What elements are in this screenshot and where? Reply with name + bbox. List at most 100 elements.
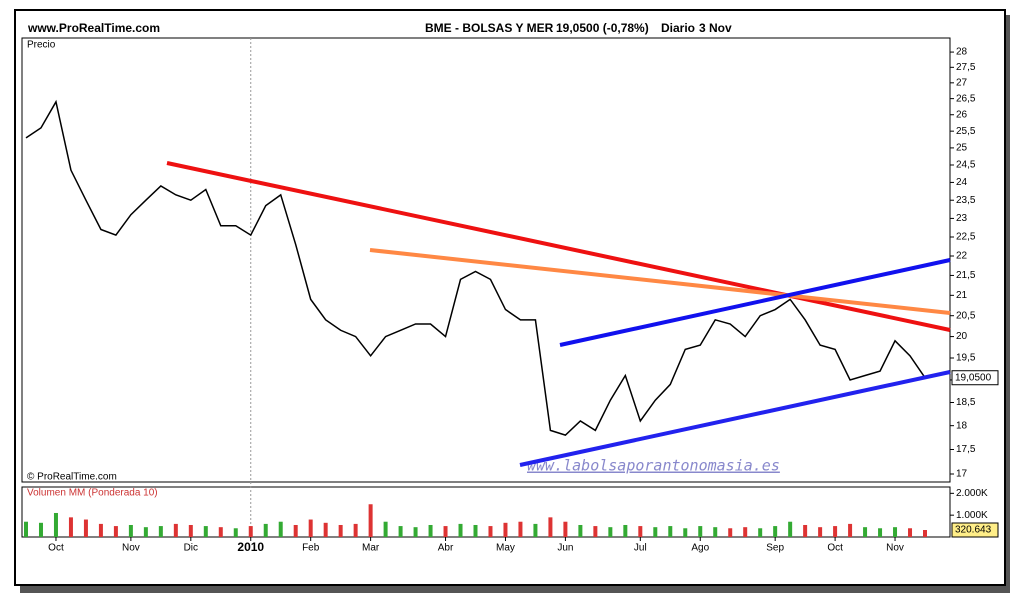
volume-bar bbox=[458, 523, 463, 537]
date: 3 Nov bbox=[699, 21, 732, 35]
volume-bar bbox=[833, 526, 838, 537]
y-tick-label: 24 bbox=[956, 177, 968, 188]
y-tick-label: 18,5 bbox=[956, 397, 976, 408]
volume-bar bbox=[653, 527, 658, 537]
volume-bar bbox=[893, 527, 898, 537]
volume-bar bbox=[713, 527, 718, 537]
volume-bar bbox=[233, 528, 238, 537]
last-price-box bbox=[951, 370, 999, 386]
volume-bar bbox=[188, 524, 193, 537]
volume-bar bbox=[608, 527, 613, 537]
volume-bar bbox=[203, 526, 208, 537]
last-volume-box bbox=[951, 522, 999, 538]
volume-bar bbox=[413, 527, 418, 537]
volume-bar bbox=[368, 504, 373, 537]
volume-bar bbox=[218, 527, 223, 537]
volume-bar bbox=[263, 523, 268, 537]
volume-bar bbox=[24, 521, 28, 537]
y-tick-label: 26 bbox=[956, 109, 968, 120]
volume-bar bbox=[308, 519, 313, 537]
y-tick-label: 28 bbox=[956, 47, 968, 58]
last-price-label: 19,0500 bbox=[955, 372, 992, 383]
watermark: www.labolsaporantonomasia.es bbox=[527, 457, 780, 475]
y-tick-label: 17,5 bbox=[956, 444, 976, 455]
volume-bar bbox=[68, 517, 73, 537]
y-tick-label: 17 bbox=[956, 469, 968, 480]
x-tick-label: Feb bbox=[302, 543, 320, 554]
volume-bar bbox=[803, 524, 808, 537]
x-tick-label: Mar bbox=[362, 543, 380, 554]
volume-bar bbox=[548, 517, 553, 537]
volume-bar bbox=[533, 523, 538, 537]
y-tick-label: 25 bbox=[956, 143, 968, 154]
y-tick-label: 21 bbox=[956, 290, 968, 301]
volume-bar bbox=[323, 522, 328, 537]
x-tick-label: 2010 bbox=[237, 540, 264, 554]
y-tick-label: 18 bbox=[956, 420, 968, 431]
volume-bar bbox=[863, 527, 868, 537]
volume-bar bbox=[623, 524, 628, 537]
period: Diario bbox=[661, 21, 695, 35]
volume-bar bbox=[488, 526, 493, 537]
volume-bar bbox=[908, 528, 913, 537]
trend-line bbox=[559, 258, 951, 347]
volume-bar bbox=[398, 526, 403, 537]
volume-bar bbox=[818, 527, 823, 537]
y-tick-label: 1.000K bbox=[956, 510, 988, 521]
volume-bar bbox=[923, 529, 927, 537]
volume-bar bbox=[758, 528, 763, 537]
x-tick-label: Jun bbox=[557, 543, 573, 554]
volume-bar bbox=[518, 521, 523, 537]
volume-bar bbox=[278, 521, 283, 537]
volume-bar bbox=[338, 524, 343, 537]
volume-bar bbox=[848, 523, 853, 537]
site: www.ProRealTime.com bbox=[27, 21, 160, 35]
x-tick-label: Nov bbox=[122, 543, 140, 554]
copyright: © ProRealTime.com bbox=[27, 472, 117, 483]
volume-bar bbox=[113, 526, 118, 537]
price-line bbox=[25, 99, 926, 436]
volume-bar bbox=[428, 524, 433, 537]
x-tick-label: Jul bbox=[634, 543, 647, 554]
volume-bar bbox=[248, 526, 253, 537]
quote: 19,0500 (-0,78%) bbox=[556, 21, 649, 35]
volume-bar bbox=[743, 527, 748, 537]
volume-bar bbox=[443, 526, 448, 537]
chart-title: BME - BOLSAS Y MER bbox=[425, 21, 554, 35]
volume-bar bbox=[473, 524, 478, 537]
last-volume-label: 320.643 bbox=[955, 525, 992, 536]
volume-bar bbox=[383, 521, 388, 537]
y-tick-label: 23,5 bbox=[956, 195, 976, 206]
volume-bar bbox=[173, 523, 178, 537]
volume-label: Volumen MM (Ponderada 10) bbox=[27, 488, 158, 499]
volume-bar bbox=[158, 526, 163, 537]
y-tick-label: 20 bbox=[956, 331, 968, 342]
volume-bar bbox=[143, 527, 148, 537]
y-tick-label: 22,5 bbox=[956, 232, 976, 243]
price-panel bbox=[21, 37, 951, 483]
volume-bar bbox=[98, 523, 103, 537]
x-tick-label: Dic bbox=[184, 543, 198, 554]
x-tick-label: Oct bbox=[48, 543, 64, 554]
x-tick-label: Sep bbox=[766, 543, 784, 554]
y-tick-label: 22 bbox=[956, 251, 968, 262]
trend-line bbox=[369, 248, 951, 315]
y-tick-label: 27 bbox=[956, 77, 968, 88]
volume-bar bbox=[83, 519, 88, 537]
y-tick-label: 2.000K bbox=[956, 488, 988, 499]
x-tick-label: Nov bbox=[886, 543, 904, 554]
volume-bar bbox=[503, 522, 508, 537]
y-tick-label: 20,5 bbox=[956, 310, 976, 321]
volume-bar bbox=[563, 521, 568, 537]
x-tick-label: Oct bbox=[827, 543, 843, 554]
volume-bar bbox=[128, 524, 133, 537]
volume-bar bbox=[728, 528, 733, 537]
trend-line bbox=[166, 161, 951, 332]
volume-bar bbox=[293, 524, 298, 537]
trend-line bbox=[519, 370, 951, 467]
y-tick-label: 27,5 bbox=[956, 62, 976, 73]
volume-bar bbox=[788, 521, 793, 537]
volume-bar bbox=[668, 526, 673, 537]
volume-bar bbox=[578, 524, 583, 537]
